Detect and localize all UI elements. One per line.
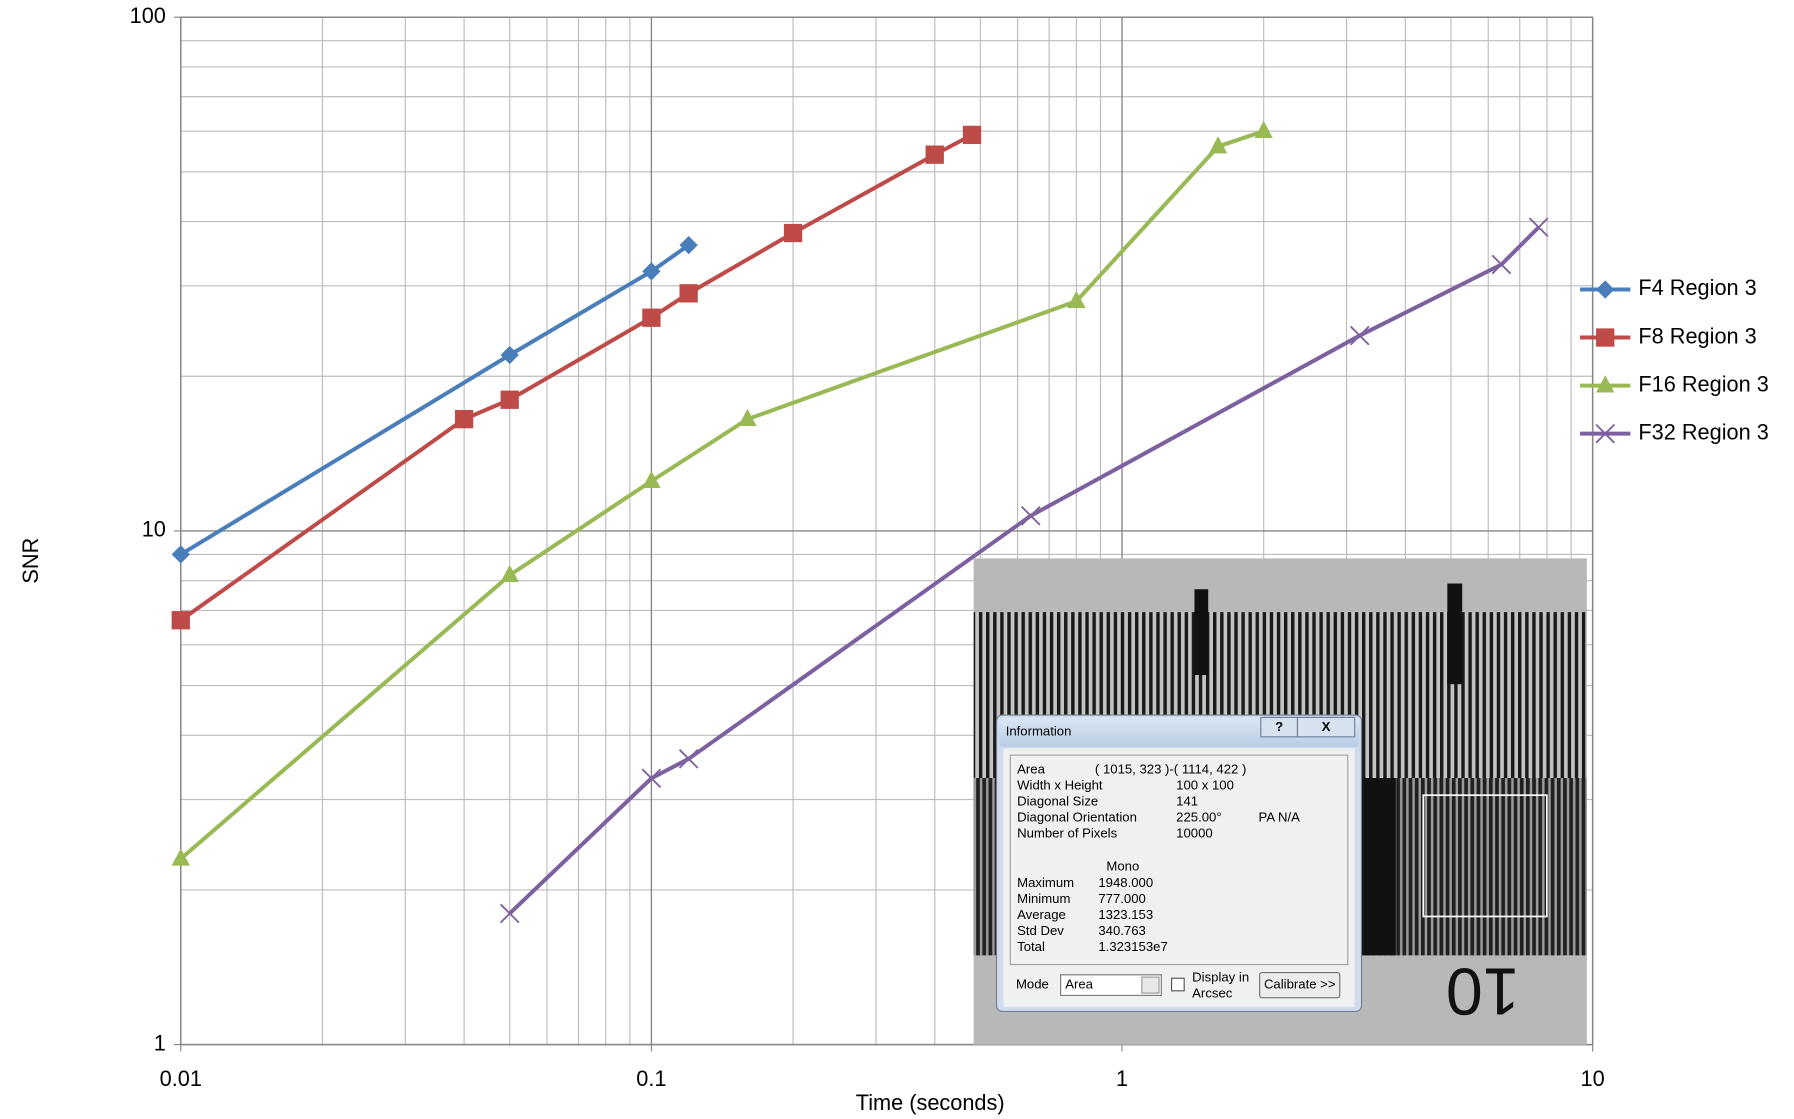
marker [171, 848, 190, 866]
series: F4 Region 3 [171, 235, 1757, 564]
marker [1528, 217, 1549, 238]
mode-label: Mode [1016, 977, 1049, 992]
marker [499, 903, 520, 924]
marker [641, 768, 662, 789]
help-button-label[interactable]: ? [1275, 719, 1283, 734]
marker [454, 410, 474, 429]
info-label: Diagonal Size [1017, 794, 1098, 809]
ruler-block [1361, 778, 1396, 956]
stat-label: Average [1017, 907, 1066, 922]
info-dialog: Information ? X Area ( 1015, 323 )-( 1114… [995, 714, 1363, 1013]
legend-label: F32 Region 3 [1638, 419, 1768, 444]
stat-label: Std Dev [1017, 923, 1064, 938]
ruler-tick [1447, 583, 1463, 685]
marker [1020, 506, 1041, 526]
marker [642, 308, 661, 327]
marker [1254, 120, 1273, 139]
marker [783, 223, 803, 243]
legend-marker [1595, 423, 1616, 444]
calibrate-button-label[interactable]: Calibrate >> [1264, 977, 1336, 992]
marker [1067, 290, 1086, 309]
line [179, 243, 690, 557]
ruler-label: 10 [1446, 954, 1520, 1028]
x-axis-label: Time (seconds) [856, 1090, 1005, 1115]
close-button[interactable] [1296, 716, 1356, 738]
selection-box [1422, 794, 1548, 918]
stat-value: 1.323153e7 [1098, 939, 1167, 954]
calibrate-button[interactable] [1259, 971, 1341, 999]
info-value: 225.00° [1176, 810, 1221, 825]
stats-header: Mono [1106, 859, 1139, 874]
marker [679, 284, 698, 303]
y-tick-label: 10 [142, 517, 166, 542]
stat-value: 340.763 [1098, 923, 1146, 938]
x-tick-label: 10 [1581, 1066, 1605, 1091]
marker [500, 345, 519, 365]
info-value: 10000 [1176, 826, 1213, 841]
legend-marker [1596, 375, 1615, 393]
marker [678, 749, 699, 769]
series: F16 Region 3 [171, 120, 1769, 866]
x-tick-label: 1 [1116, 1066, 1128, 1091]
mode-value[interactable]: Area [1065, 977, 1093, 992]
series: F8 Region 3 [171, 125, 1757, 630]
marker [500, 564, 519, 583]
legend-label: F16 Region 3 [1638, 371, 1768, 396]
marker [925, 145, 944, 164]
close-button-label[interactable]: X [1322, 719, 1331, 734]
info-label: Area [1017, 761, 1045, 776]
marker [1208, 136, 1228, 154]
marker [171, 611, 190, 630]
marker [642, 470, 661, 488]
marker [642, 262, 661, 281]
marker [171, 545, 190, 564]
ruler-tick [1194, 589, 1209, 676]
info-label: Diagonal Orientation [1017, 810, 1137, 825]
x-tick-label: 0.1 [636, 1066, 666, 1091]
marker [500, 390, 519, 409]
marker [962, 125, 982, 145]
marker [679, 235, 698, 255]
stat-value: 1948.000 [1098, 875, 1153, 890]
plot-border [180, 16, 1594, 1046]
info-value: PA N/A [1259, 810, 1301, 825]
marker [1349, 325, 1370, 346]
stat-label: Maximum [1017, 875, 1074, 890]
info-panel [1009, 754, 1349, 966]
info-label: Width x Height [1017, 778, 1103, 793]
stat-label: Total [1017, 939, 1045, 954]
stat-value: 777.000 [1098, 891, 1146, 906]
legend-marker [1596, 328, 1615, 347]
info-value: 100 x 100 [1176, 778, 1234, 793]
marker [738, 408, 757, 427]
checkbox-label[interactable]: Arcsec [1192, 986, 1233, 1001]
marker [1491, 254, 1512, 275]
series: F32 Region 3 [499, 217, 1769, 924]
checkbox[interactable] [1171, 977, 1185, 992]
y-tick-label: 100 [130, 3, 166, 28]
stat-value: 1323.153 [1098, 907, 1153, 922]
legend-label: F4 Region 3 [1638, 275, 1756, 300]
info-value: 141 [1176, 794, 1198, 809]
info-label: Number of Pixels [1017, 826, 1117, 841]
info-value: ( 1015, 323 )-( 1114, 422 ) [1095, 761, 1246, 776]
y-tick-label: 1 [154, 1030, 166, 1055]
y-axis-label: SNR [18, 538, 43, 584]
select-arrow[interactable] [1141, 976, 1160, 994]
x-tick-label: 0.01 [160, 1066, 202, 1091]
mode-select[interactable] [1060, 974, 1162, 996]
legend-marker [1596, 280, 1615, 299]
checkbox-label[interactable]: Display in [1192, 970, 1249, 985]
dialog-title: Information [1006, 724, 1072, 739]
info-rows: Area ( 1015, 323 )-( 1114, 422 ) Width x H… [1017, 761, 1300, 953]
line [179, 133, 973, 622]
stat-label: Minimum [1017, 891, 1070, 906]
legend-label: F8 Region 3 [1638, 323, 1756, 348]
